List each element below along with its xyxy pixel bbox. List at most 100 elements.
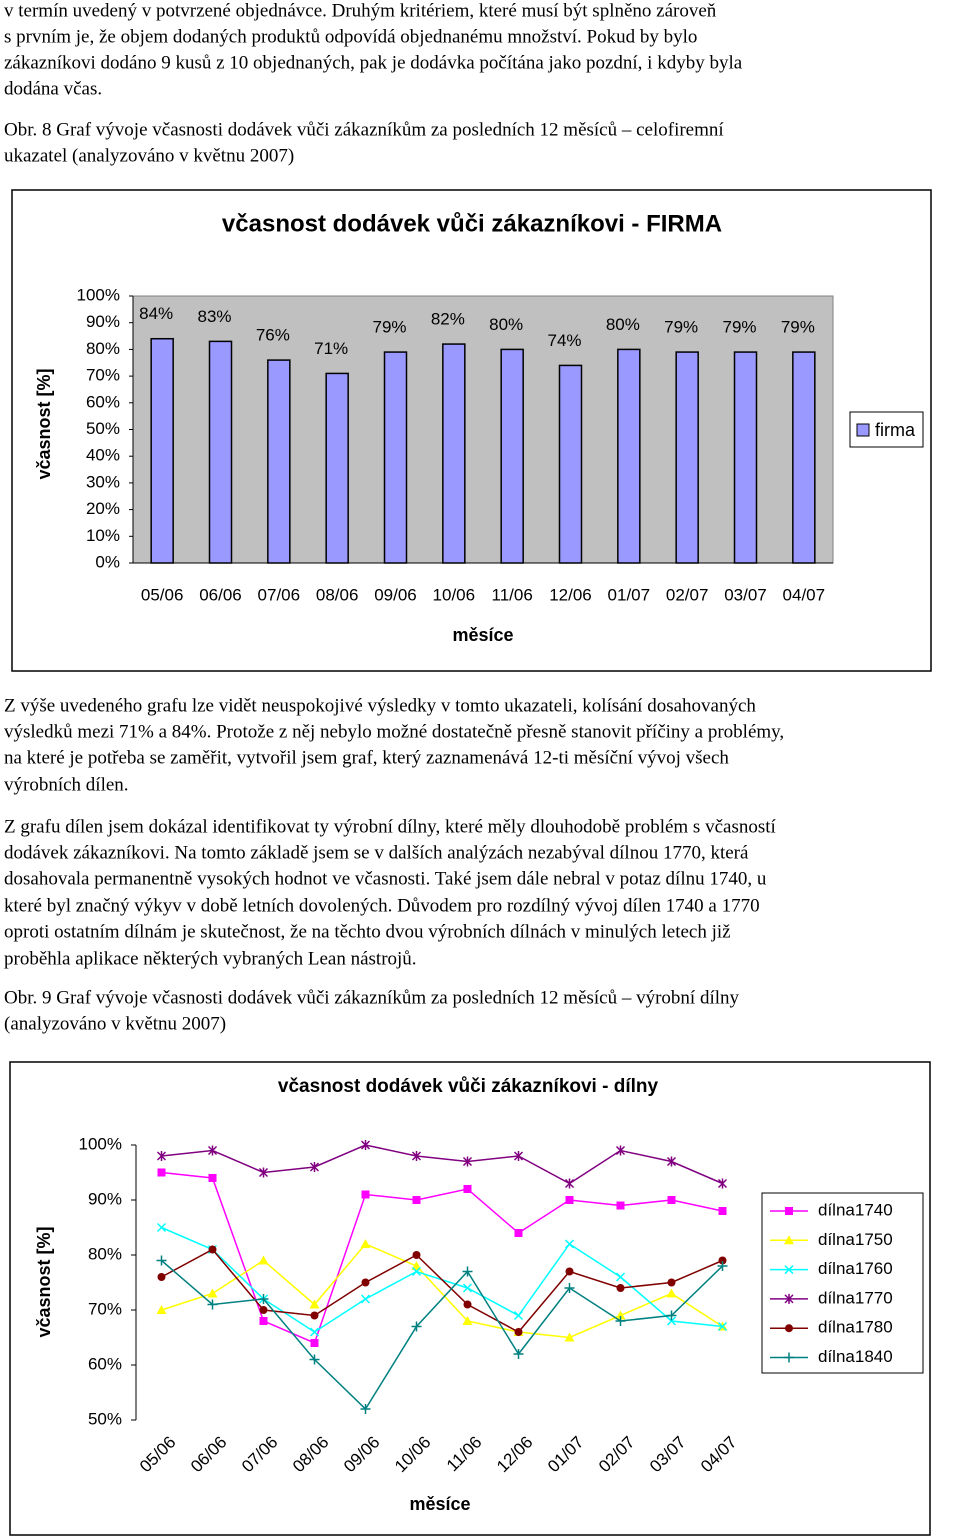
x-tick-label: 03/07 <box>724 585 767 604</box>
x-tick-label: 04/07 <box>783 585 826 604</box>
y-tick-label: 30% <box>86 472 120 491</box>
marker <box>156 1305 167 1314</box>
marker <box>309 1162 320 1172</box>
legend-label: dílna1760 <box>818 1259 893 1278</box>
y-tick-label: 80% <box>88 1244 122 1263</box>
marker <box>717 1261 728 1271</box>
marker <box>462 1283 473 1293</box>
marker <box>513 1151 524 1161</box>
marker <box>666 1310 677 1321</box>
series-line <box>161 1144 723 1185</box>
marker <box>207 1288 218 1298</box>
x-tick-label: 09/06 <box>374 585 417 604</box>
x-tick-label: 12/06 <box>549 585 592 604</box>
legend-marker <box>784 1235 794 1245</box>
marker <box>207 1145 218 1156</box>
series-line <box>161 1171 723 1345</box>
y-tick-label: 60% <box>88 1354 122 1373</box>
legend-swatch <box>856 423 870 437</box>
bar <box>383 351 408 564</box>
x-axis-title: měsíce <box>452 625 513 645</box>
legend-label: dílna1840 <box>818 1347 893 1366</box>
marker <box>667 1278 676 1287</box>
bar <box>675 351 699 564</box>
legend-marker <box>784 1265 794 1275</box>
marker <box>615 1145 626 1156</box>
legend-marker <box>785 1324 793 1333</box>
marker <box>157 1273 166 1281</box>
y-tick-label: 90% <box>86 312 120 331</box>
legend-marker <box>784 1293 794 1304</box>
data-label: 80% <box>489 315 523 334</box>
paragraph-line: dodávek zákazníkovi. Na tomto základě js… <box>4 842 749 863</box>
marker <box>462 1316 473 1325</box>
marker <box>156 1255 167 1266</box>
data-label: 79% <box>372 318 406 337</box>
bar <box>617 348 641 564</box>
data-label: 74% <box>547 331 581 350</box>
marker <box>615 1316 626 1326</box>
marker <box>666 1288 677 1298</box>
marker <box>411 1321 422 1332</box>
bar <box>792 351 816 564</box>
legend-label: dílna1770 <box>818 1288 893 1307</box>
marker <box>310 1311 319 1320</box>
marker <box>412 1196 421 1204</box>
marker <box>157 1168 166 1177</box>
x-tick-label: 10/06 <box>433 585 476 604</box>
x-tick-label: 07/06 <box>258 585 301 604</box>
bar <box>150 337 174 564</box>
x-tick-label: 06/06 <box>199 585 242 604</box>
paragraph-line: zákazníkovi dodáno 9 kusů z 10 objednaný… <box>4 52 743 73</box>
marker <box>514 1229 523 1237</box>
y-tick-label: 50% <box>86 419 120 438</box>
marker <box>258 1255 269 1265</box>
marker <box>564 1332 575 1342</box>
caption-line: ukazatel (analyzováno v květnu 2007) <box>4 145 294 166</box>
y-tick-label: 0% <box>95 552 120 571</box>
marker <box>463 1185 472 1193</box>
marker <box>411 1266 422 1277</box>
y-axis-title: včasnost [%] <box>34 1226 54 1337</box>
legend-label: firma <box>875 420 916 440</box>
data-label: 82% <box>431 310 465 329</box>
marker <box>565 1267 574 1276</box>
marker <box>361 1278 370 1287</box>
marker <box>360 1239 371 1248</box>
paragraph-line: dodána včas. <box>4 78 102 99</box>
marker <box>258 1167 269 1178</box>
marker <box>667 1196 676 1204</box>
marker <box>615 1272 626 1282</box>
plot-area <box>132 295 834 564</box>
bar <box>325 372 349 564</box>
marker <box>208 1174 217 1182</box>
y-tick-label: 50% <box>88 1409 122 1428</box>
paragraph-line: na které je potřeba se zaměřit, vytvořil… <box>4 747 729 768</box>
marker <box>615 1310 626 1320</box>
legend-marker <box>784 1352 794 1363</box>
caption-line: Obr. 8 Graf vývoje včasnosti dodávek vůč… <box>4 119 724 140</box>
bar <box>267 359 291 564</box>
chart-title: včasnost dodávek vůči zákazníkovi - FIRM… <box>222 210 722 237</box>
x-tick-label: 02/07 <box>666 585 709 604</box>
marker <box>718 1256 727 1265</box>
legend-label: dílna1780 <box>818 1318 893 1337</box>
marker <box>360 1294 371 1304</box>
marker <box>463 1300 472 1309</box>
data-label: 76% <box>256 326 290 345</box>
y-tick-label: 10% <box>86 526 120 545</box>
marker <box>259 1317 268 1325</box>
y-tick-label: 90% <box>88 1189 122 1208</box>
x-tick-label: 08/06 <box>316 585 359 604</box>
marker <box>309 1327 320 1337</box>
paragraph-line: v termín uvedený v potvrzené objednávce.… <box>4 0 717 21</box>
marker <box>717 1178 728 1189</box>
y-tick-label: 60% <box>86 392 120 411</box>
paragraph-line: s prvním je, že objem dodaných produktů … <box>4 26 697 47</box>
y-axis-title: včasnost [%] <box>34 368 54 479</box>
series-line <box>161 1243 723 1339</box>
marker <box>564 1178 575 1189</box>
marker <box>360 1404 371 1414</box>
